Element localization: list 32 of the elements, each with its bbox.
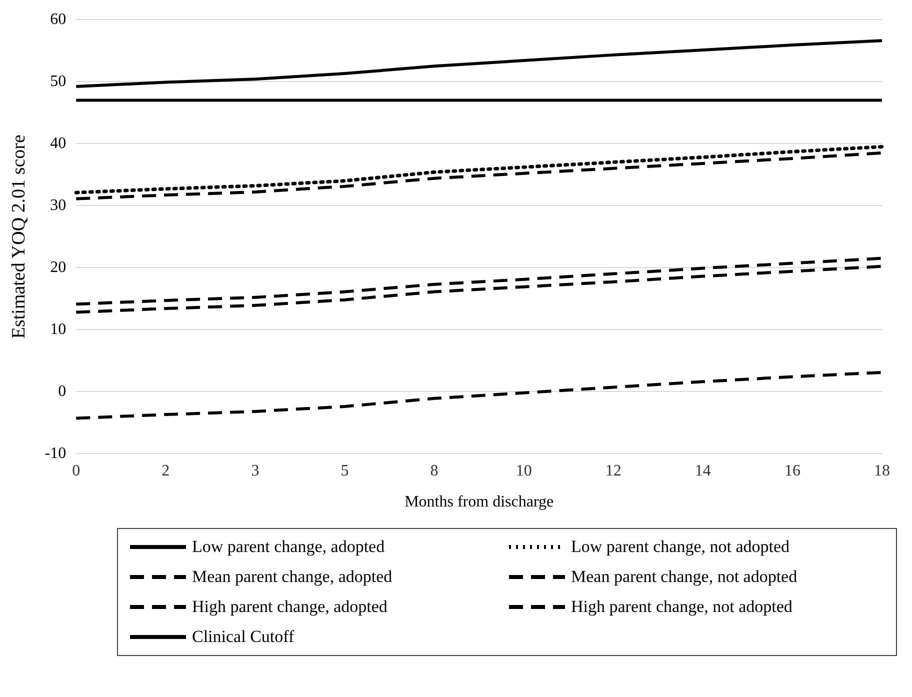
x-tick-label: 3 <box>251 462 260 480</box>
x-tick-label: 8 <box>430 462 438 480</box>
y-tick-label: 50 <box>50 72 66 90</box>
y-tick-label: 0 <box>58 382 66 400</box>
x-axis-title: Months from discharge <box>404 494 554 511</box>
legend-label: Low parent change, not adopted <box>571 537 790 557</box>
x-tick-label: 12 <box>605 462 622 480</box>
y-tick-label: -10 <box>44 444 66 462</box>
x-tick-label: 5 <box>340 462 349 480</box>
legend-label: Low parent change, adopted <box>192 537 385 557</box>
legend-label: High parent change, not adopted <box>571 597 792 617</box>
y-axis-title: Estimated YOQ 2.01 score <box>8 134 30 339</box>
x-tick-label: 18 <box>874 462 890 480</box>
line-series <box>74 151 884 200</box>
y-tick-label: 30 <box>50 196 66 214</box>
legend-label: High parent change, adopted <box>192 597 388 617</box>
y-tick-label: 60 <box>50 10 66 28</box>
line-series <box>74 144 884 194</box>
y-tick-label: 40 <box>50 134 66 152</box>
y-tick-label: 10 <box>50 320 66 338</box>
legend-label: Mean parent change, not adopted <box>571 567 798 587</box>
line-series <box>74 370 884 420</box>
x-tick-label: 0 <box>72 462 80 480</box>
x-tick-label: 2 <box>162 462 170 480</box>
x-tick-label: 14 <box>694 462 711 480</box>
y-tick-label: 20 <box>50 258 66 276</box>
line-series <box>74 256 884 306</box>
legend-label: Mean parent change, adopted <box>192 567 392 587</box>
x-tick-label: 16 <box>784 462 800 480</box>
x-tick-label: 10 <box>516 462 532 480</box>
legend-label: Clinical Cutoff <box>192 627 294 647</box>
line-series <box>74 264 884 314</box>
